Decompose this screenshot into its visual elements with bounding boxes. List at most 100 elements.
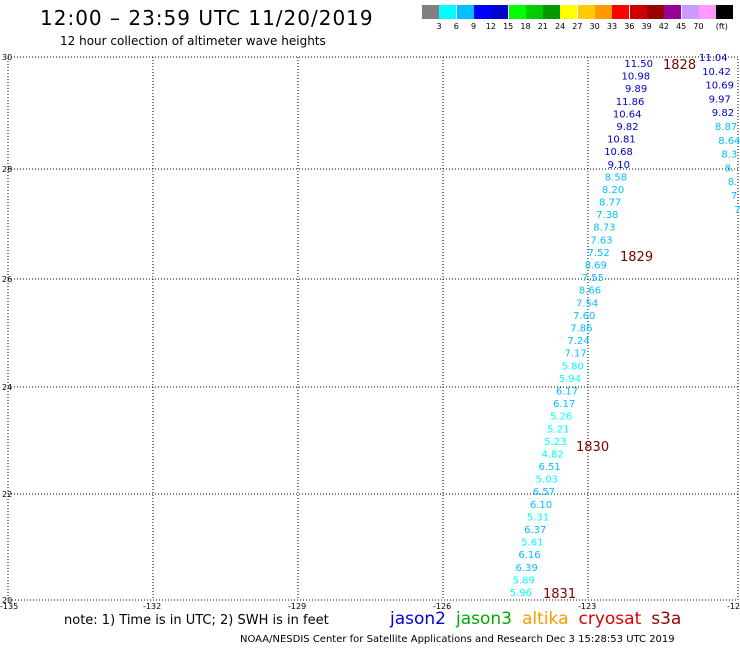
wave-height-value: 8.69 — [585, 261, 607, 272]
wave-height-value: 8.73 — [593, 223, 615, 234]
wave-height-value: 6.10 — [530, 500, 552, 511]
latitude-label: 20 — [2, 596, 13, 605]
mission-name: jason3 — [456, 609, 512, 629]
latitude-label: 24 — [2, 383, 13, 392]
wave-height-value: 9.82 — [616, 122, 638, 133]
wave-height-value: 7.17 — [564, 349, 586, 360]
wave-height-value: 8.20 — [602, 185, 624, 196]
longitude-label: -129 — [288, 602, 307, 611]
wave-height-value: 5.23 — [544, 437, 566, 448]
note-text: note: 1) Time is in UTC; 2) SWH is in fe… — [64, 613, 329, 628]
wave-height-value: 10.64 — [613, 109, 642, 120]
scale-swatch — [577, 5, 595, 19]
wave-height-value: 11.50 — [624, 59, 653, 70]
latitude-label: 26 — [2, 275, 13, 284]
wave-height-value: 10.81 — [607, 135, 636, 146]
scale-swatch — [508, 5, 526, 19]
wave-height-value: 8.64 — [718, 136, 740, 147]
wave-height-value: 10.98 — [621, 72, 650, 83]
wave-height-value: 7 — [731, 191, 737, 202]
wave-height-value: 5.26 — [550, 412, 572, 423]
wave-height-value: 7.52 — [588, 248, 610, 259]
wave-height-value: 7.38 — [596, 210, 618, 221]
wave-height-value: 10.68 — [604, 147, 633, 158]
scale-label: 18 — [520, 22, 531, 31]
wave-height-value: 9.89 — [625, 84, 647, 95]
scale-label: 45 — [676, 22, 687, 31]
scale-swatch — [543, 5, 561, 19]
scale-label: 36 — [624, 22, 635, 31]
wave-height-value: 11.86 — [616, 97, 645, 108]
wave-height-value: 8.87 — [715, 122, 737, 133]
scale-label: 42 — [658, 22, 669, 31]
scale-label: 27 — [572, 22, 583, 31]
scale-swatch — [560, 5, 578, 19]
wave-height-value: 6.37 — [524, 525, 546, 536]
map-grid — [7, 56, 739, 601]
scale-label: 12 — [485, 22, 496, 31]
wave-height-value: 6.51 — [539, 462, 561, 473]
wave-height-value: 5.89 — [513, 575, 535, 586]
wave-height-value: 7.24 — [567, 336, 589, 347]
scale-unit: (ft) — [715, 22, 728, 31]
scale-swatch — [473, 5, 491, 19]
wave-height-value: 8.66 — [579, 286, 601, 297]
scale-swatch — [698, 5, 716, 19]
scale-swatch — [439, 5, 457, 19]
scale-swatch — [664, 5, 682, 19]
wave-height-value: 11.04 — [699, 53, 728, 64]
scale-swatch — [681, 5, 699, 19]
wave-height-value: 5.94 — [559, 374, 581, 385]
wave-height-value: 8.77 — [599, 198, 621, 209]
map-subtitle: 12 hour collection of altimeter wave hei… — [60, 34, 326, 48]
wave-height-value: 6.16 — [518, 550, 540, 561]
wave-height-value: 5.80 — [562, 361, 584, 372]
scale-label: 39 — [641, 22, 652, 31]
mission-name: altika — [522, 609, 569, 629]
latitude-label: 22 — [2, 490, 13, 499]
scale-label: 9 — [471, 22, 477, 31]
scale-swatch — [491, 5, 509, 19]
scale-swatch — [595, 5, 612, 19]
scale-swatch — [456, 5, 474, 19]
scale-label: 70 — [693, 22, 704, 31]
scale-label: 30 — [589, 22, 600, 31]
longitude-label: -126 — [433, 602, 452, 611]
wave-height-value: 7.60 — [573, 311, 595, 322]
wave-height-value: 5.03 — [536, 475, 558, 486]
wave-height-value: 4.82 — [541, 449, 563, 460]
wave-height-value: 6.17 — [556, 386, 578, 397]
wave-height-value: 7 — [734, 205, 740, 216]
wave-height-value: 5.21 — [547, 424, 569, 435]
mission-legend: jason2 jason3 altika cryosat s3a — [390, 609, 691, 629]
latitude-label: 30 — [2, 53, 13, 62]
footer-credit: NOAA/NESDIS Center for Satellite Applica… — [240, 634, 675, 645]
wave-height-value: 9.82 — [712, 108, 734, 119]
wave-height-value: 5.61 — [521, 538, 543, 549]
wave-height-value: 8. — [725, 163, 735, 174]
wave-height-value: 9.97 — [709, 94, 731, 105]
wave-height-value: 6.17 — [553, 399, 575, 410]
pass-labels: 1828 1829 1830 1831 — [543, 58, 696, 602]
wave-height-value: 9.10 — [608, 160, 630, 171]
scale-label: 3 — [436, 22, 442, 31]
scale-label: 24 — [555, 22, 566, 31]
wave-height-value: 8.58 — [605, 172, 627, 183]
scale-swatch — [422, 5, 439, 19]
pass-number-label: 1830 — [576, 440, 609, 455]
wave-height-value: 6.39 — [515, 563, 537, 574]
mission-name: cryosat — [578, 609, 642, 629]
longitude-label: -123 — [578, 602, 597, 611]
longitude-label: -132 — [143, 602, 162, 611]
pass-number-label: 1831 — [543, 587, 576, 602]
wave-height-value: 10.42 — [702, 67, 731, 78]
scale-label: 33 — [606, 22, 618, 31]
scale-swatch — [525, 5, 543, 19]
scale-swatch — [629, 5, 647, 19]
wave-height-value: 7.54 — [576, 298, 598, 309]
wave-height-value: 7.55 — [582, 273, 604, 284]
wave-height-value: 7.63 — [590, 235, 612, 246]
pass-number-label: 1828 — [663, 58, 696, 73]
